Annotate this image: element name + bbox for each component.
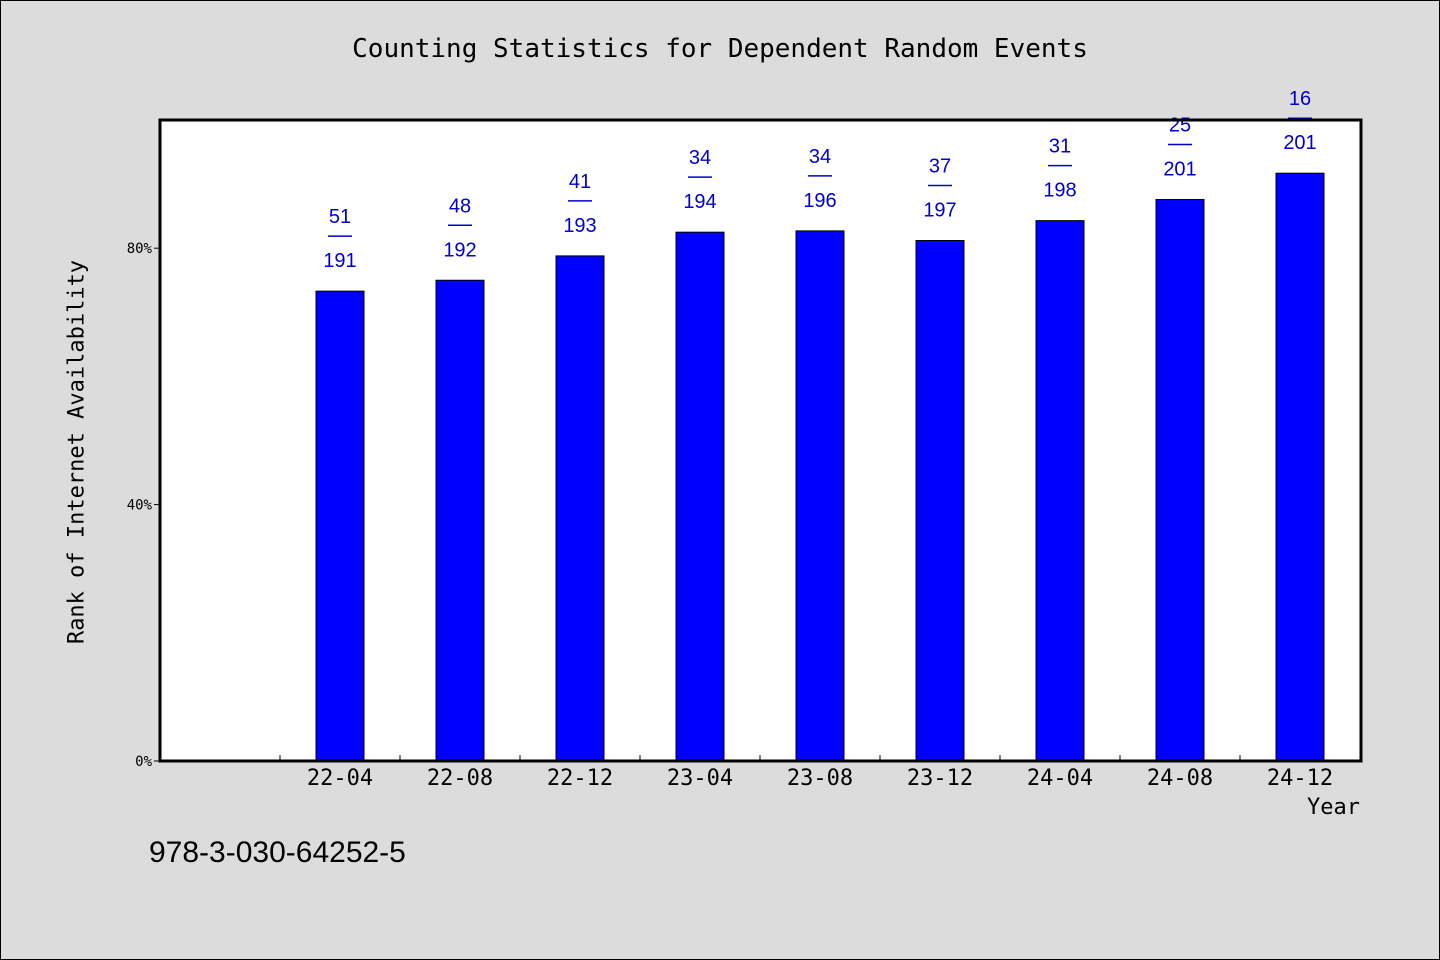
y-tick-label: 80%	[127, 241, 153, 257]
data-label-top: 25	[1169, 114, 1191, 136]
x-tick-label: 23-08	[787, 766, 853, 791]
data-label-top: 34	[809, 146, 831, 168]
x-tick-label: 24-12	[1267, 766, 1333, 791]
isbn-footer: 978-3-030-64252-5	[149, 836, 406, 869]
bar	[555, 255, 605, 762]
x-tick-label: 23-12	[907, 766, 973, 791]
bar	[435, 279, 485, 762]
data-label-top: 37	[929, 156, 951, 178]
x-axis-label: Year	[1307, 795, 1360, 820]
data-label-bottom: 196	[803, 190, 836, 212]
bar	[915, 240, 965, 762]
data-label-top: 31	[1049, 136, 1071, 158]
x-tick-label: 24-04	[1027, 766, 1093, 791]
data-label-bottom: 198	[1043, 180, 1076, 202]
plot-border	[158, 118, 1363, 763]
bar	[675, 231, 725, 762]
x-tick-label: 22-12	[547, 766, 613, 791]
x-tick-label: 23-04	[667, 766, 733, 791]
y-tick-label: 40%	[127, 498, 153, 514]
data-label-top: 16	[1289, 88, 1311, 110]
data-label-top: 41	[569, 171, 591, 193]
bar	[1155, 198, 1205, 762]
x-tick-label: 24-08	[1147, 766, 1213, 791]
data-label-bottom: 191	[323, 250, 356, 272]
x-tick-label: 22-04	[307, 766, 373, 791]
data-label-bottom: 197	[923, 200, 956, 222]
data-label-bottom: 201	[1283, 132, 1316, 154]
data-label-bottom: 194	[683, 191, 716, 213]
x-tick-label: 22-08	[427, 766, 493, 791]
bar	[1035, 220, 1085, 762]
data-label-top: 51	[329, 206, 351, 228]
data-label-bottom: 192	[443, 239, 476, 261]
data-label-top: 48	[449, 195, 471, 217]
data-label-bottom: 193	[563, 215, 596, 237]
chart-title: Counting Statistics for Dependent Random…	[352, 34, 1088, 64]
data-label-bottom: 201	[1163, 158, 1196, 180]
bar	[315, 290, 365, 762]
data-label-top: 34	[689, 147, 711, 169]
y-tick-label: 0%	[135, 754, 152, 770]
bar	[795, 230, 845, 762]
bar	[1275, 172, 1325, 762]
